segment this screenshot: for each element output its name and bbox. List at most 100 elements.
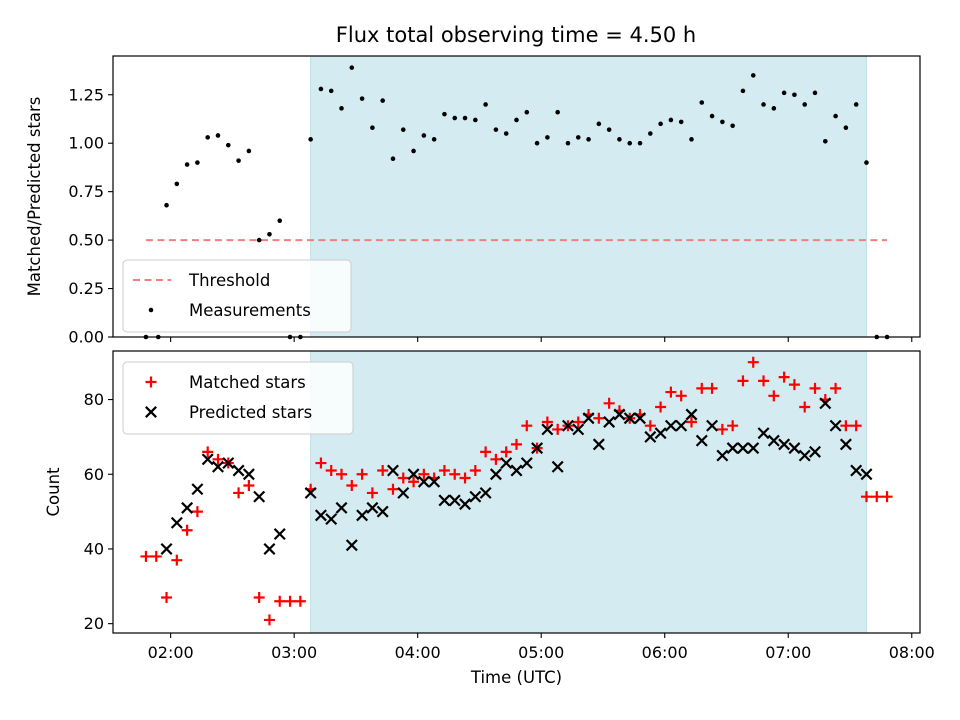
y-tick-label: 40	[84, 539, 104, 558]
data-point	[565, 140, 571, 146]
data-point	[881, 491, 893, 503]
data-point	[720, 119, 725, 125]
data-point	[778, 438, 791, 451]
data-point	[613, 408, 626, 421]
data-point	[473, 117, 478, 123]
data-point	[411, 148, 416, 154]
data-point	[212, 460, 224, 473]
data-point	[634, 412, 646, 425]
series-matched-stars	[140, 356, 893, 626]
data-point	[376, 505, 389, 518]
data-point	[850, 420, 862, 432]
data-point	[603, 415, 616, 428]
data-point	[222, 457, 235, 470]
data-point	[459, 472, 471, 484]
data-point	[390, 156, 396, 162]
data-point	[850, 464, 863, 477]
data-point	[387, 464, 399, 477]
bottom-panel-counts: 20 40 60 80 02:00 03:00 04:00 05:00 06:00 07:00 08…	[44, 350, 935, 687]
data-point	[452, 115, 458, 121]
data-point	[592, 438, 605, 451]
data-point	[819, 397, 832, 410]
data-point	[792, 92, 797, 98]
legend: Matched stars Predicted stars	[122, 361, 354, 435]
data-point	[407, 468, 420, 481]
data-point	[417, 475, 430, 488]
data-point	[593, 412, 605, 424]
data-point	[781, 90, 787, 96]
data-point	[778, 371, 790, 383]
y-axis-label: Matched/Predicted stars	[25, 97, 44, 297]
x-tick-label: 07:00	[765, 643, 811, 662]
axes-frame	[112, 350, 921, 634]
data-point	[442, 111, 447, 117]
data-point	[273, 528, 286, 540]
data-point	[448, 494, 461, 507]
data-point	[201, 453, 214, 466]
data-point	[853, 102, 859, 107]
data-point	[308, 137, 313, 142]
data-point	[243, 479, 255, 491]
data-point	[843, 125, 849, 131]
data-point	[685, 416, 697, 428]
series-predicted-stars	[160, 397, 873, 555]
data-point	[572, 423, 585, 436]
data-point	[431, 137, 437, 142]
data-point	[346, 479, 358, 491]
data-point	[160, 542, 173, 555]
data-point	[689, 137, 694, 142]
y-axis-label: Count	[44, 467, 63, 517]
data-point	[184, 162, 190, 167]
data-point	[215, 133, 221, 138]
data-point	[737, 375, 749, 387]
data-point	[202, 446, 214, 458]
data-point	[232, 464, 245, 477]
data-point	[644, 420, 656, 432]
data-point	[664, 419, 677, 432]
data-point	[514, 117, 519, 123]
data-point	[809, 445, 821, 458]
data-point	[318, 86, 324, 92]
data-point	[253, 592, 265, 604]
data-point	[253, 490, 266, 503]
data-point	[161, 592, 173, 604]
data-point	[181, 524, 193, 536]
data-point	[304, 486, 317, 499]
x-tick-label: 04:00	[395, 643, 441, 662]
data-point	[864, 160, 869, 165]
data-point	[541, 416, 553, 428]
data-point	[833, 113, 838, 119]
legend-marker-handle	[145, 376, 157, 388]
data-point	[788, 442, 801, 455]
observing-window-span	[310, 55, 867, 338]
data-point	[747, 356, 759, 368]
data-point	[181, 501, 194, 514]
x-tick-label: 08:00	[889, 643, 935, 662]
data-point	[314, 509, 327, 522]
data-point	[716, 449, 729, 462]
data-point	[480, 446, 492, 458]
data-point	[644, 430, 657, 443]
data-point	[617, 137, 622, 142]
data-point	[438, 465, 450, 477]
data-point	[521, 420, 533, 432]
data-point	[140, 550, 152, 562]
data-point	[871, 491, 883, 503]
data-point	[596, 121, 602, 127]
data-point	[678, 119, 684, 125]
data-point	[325, 465, 337, 477]
x-tick-label: 03:00	[271, 643, 317, 662]
data-point	[726, 442, 739, 455]
legend-marker-handle	[148, 307, 154, 313]
data-point	[829, 419, 842, 432]
y-tick-label: 20	[84, 614, 104, 633]
data-point	[561, 419, 574, 432]
data-point	[205, 135, 210, 140]
data-point	[798, 449, 811, 462]
data-point	[675, 390, 687, 402]
data-point	[500, 446, 512, 458]
data-point	[606, 127, 612, 132]
data-point	[469, 490, 482, 503]
data-point	[191, 506, 203, 518]
